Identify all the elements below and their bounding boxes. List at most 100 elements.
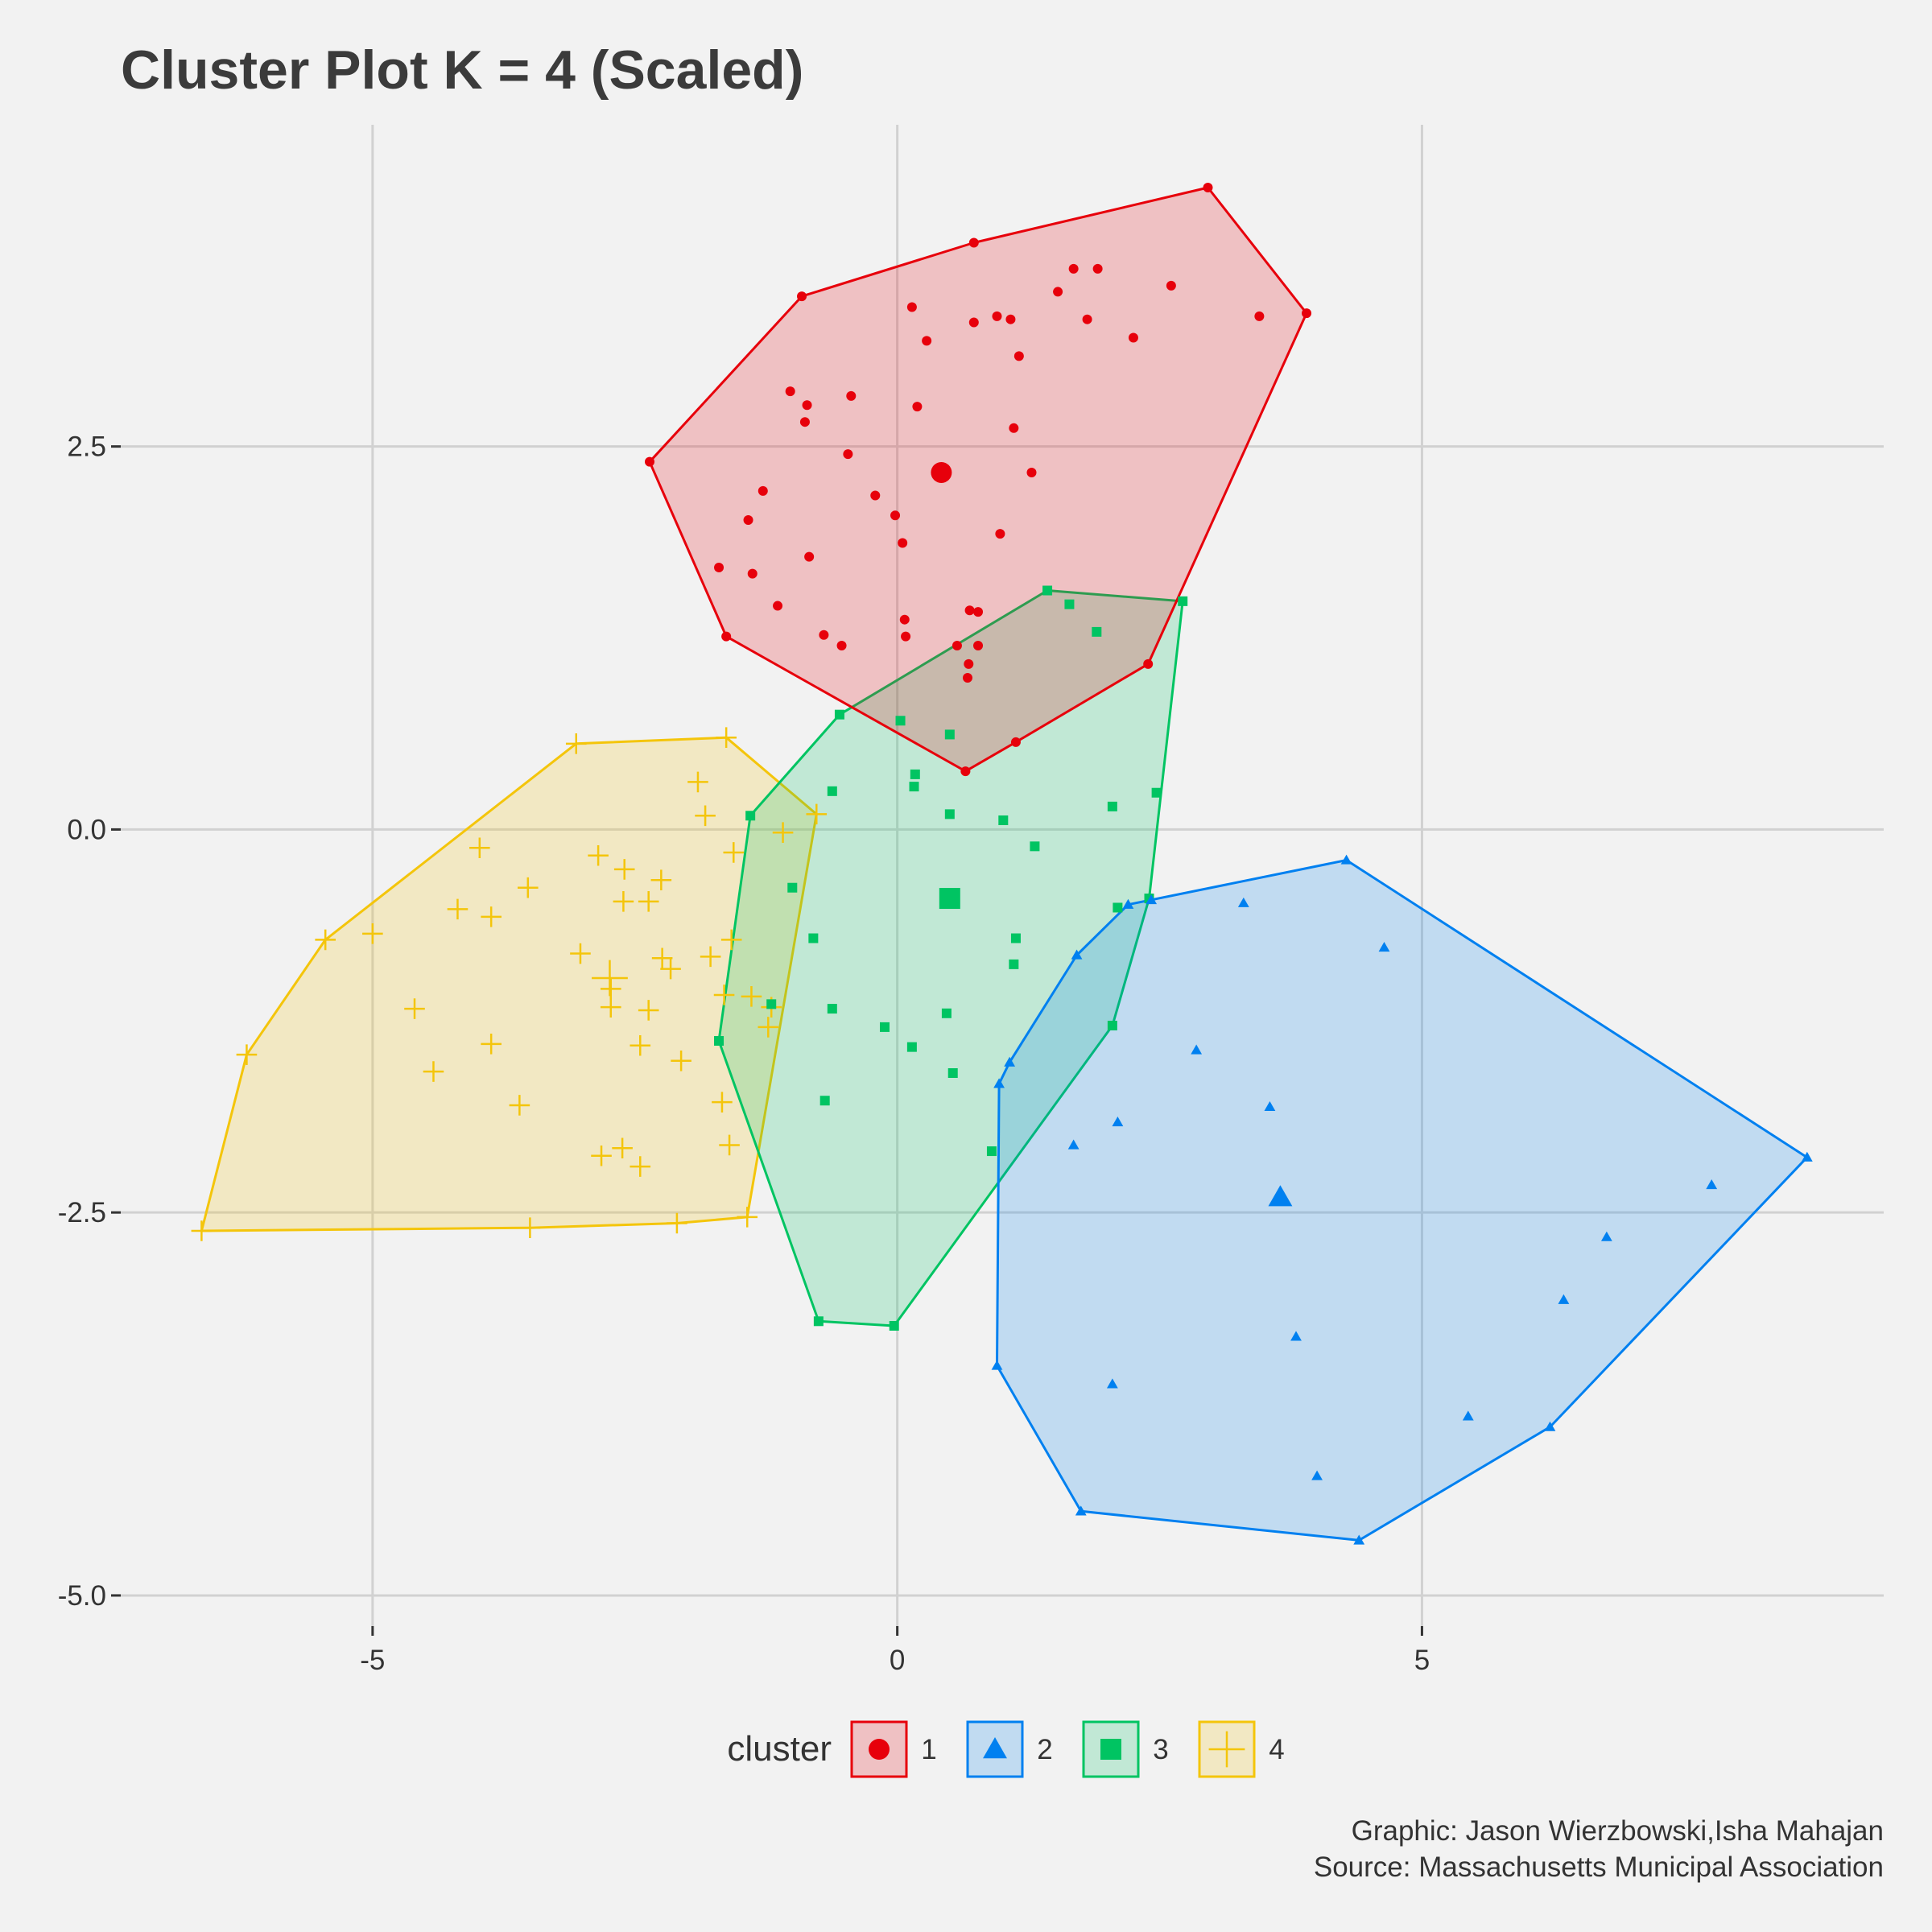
- data-point: [745, 811, 756, 821]
- data-point: [517, 877, 539, 898]
- data-point: [1146, 894, 1158, 905]
- data-point: [992, 311, 1002, 321]
- data-point: [846, 390, 857, 401]
- data-point: [1191, 1044, 1203, 1055]
- data-point: [741, 986, 762, 1007]
- data-point: [600, 997, 621, 1018]
- data-point: [785, 386, 795, 397]
- x-tick-label: 0: [890, 1645, 905, 1676]
- data-point: [612, 1137, 633, 1159]
- data-point: [600, 978, 621, 1000]
- data-point: [747, 568, 758, 579]
- data-point: [1053, 287, 1063, 297]
- data-point: [695, 805, 716, 827]
- data-point: [964, 658, 974, 669]
- data-point: [720, 929, 742, 951]
- data-point: [447, 898, 469, 920]
- data-point: [737, 1207, 758, 1228]
- data-point: [1264, 1100, 1276, 1112]
- data-point: [236, 1044, 258, 1065]
- data-point: [1064, 599, 1075, 609]
- data-point: [671, 1050, 691, 1071]
- data-point: [910, 769, 920, 779]
- data-point: [1082, 314, 1092, 324]
- data-point: [645, 456, 654, 467]
- y-tick-label: -2.5: [58, 1197, 106, 1228]
- legend-title: cluster: [727, 1729, 832, 1769]
- data-point: [315, 929, 336, 951]
- data-point: [991, 1360, 1003, 1370]
- legend-item-3: 3: [1082, 1720, 1169, 1778]
- grid-lines: [121, 125, 1884, 1626]
- data-point: [723, 842, 745, 863]
- data-point: [912, 402, 923, 412]
- data-point: [973, 641, 984, 651]
- legend-marker: [1208, 1731, 1245, 1768]
- data-point: [819, 1096, 830, 1106]
- data-point: [713, 985, 735, 1005]
- data-point: [1353, 1534, 1365, 1545]
- legend-label: 1: [921, 1734, 936, 1765]
- x-tick-label: -5: [360, 1645, 385, 1676]
- caption-source: Source: Massachusetts Municipal Associat…: [1313, 1852, 1884, 1883]
- data-point: [1004, 1056, 1016, 1067]
- data-point: [797, 291, 807, 302]
- data-point: [1092, 263, 1103, 274]
- cluster-3-hull: [717, 589, 1184, 1327]
- data-point: [819, 630, 829, 640]
- cluster-series: [191, 183, 1813, 1545]
- axes: -5 0 5 2.5 0.0 -2.5 -5.0: [58, 431, 1430, 1676]
- data-point: [986, 1146, 997, 1157]
- data-point: [899, 614, 910, 625]
- data-point: [519, 1217, 541, 1238]
- data-point: [993, 1078, 1005, 1088]
- data-point: [404, 998, 425, 1019]
- data-point: [1254, 311, 1265, 321]
- data-point: [1706, 1179, 1718, 1190]
- data-point: [362, 923, 383, 944]
- data-point: [898, 538, 908, 548]
- cluster-4-hull: [200, 736, 818, 1232]
- data-point: [1166, 280, 1176, 291]
- data-point: [721, 631, 732, 642]
- caption-graphic-credit: Graphic: Jason Wierzbowski,Isha Mahajan: [1351, 1815, 1884, 1847]
- data-point: [1009, 959, 1019, 969]
- data-point: [719, 1134, 740, 1156]
- data-point: [638, 891, 659, 912]
- data-point: [469, 837, 490, 859]
- cluster-2-centroid: [1268, 1185, 1293, 1207]
- data-point: [1092, 626, 1102, 637]
- cluster-1-hull: [648, 186, 1308, 773]
- data-point: [1801, 1151, 1813, 1162]
- data-point: [1009, 423, 1019, 433]
- cluster-2-points: [991, 854, 1813, 1545]
- cluster-4-points: [191, 727, 828, 1241]
- data-point: [947, 1067, 958, 1078]
- data-point: [650, 869, 672, 891]
- data-point: [802, 400, 812, 411]
- data-point: [922, 336, 932, 346]
- data-point: [714, 1036, 724, 1046]
- data-point: [889, 1321, 899, 1331]
- data-point: [1178, 596, 1188, 606]
- data-point: [509, 1095, 530, 1116]
- data-point: [758, 1017, 779, 1038]
- data-point: [712, 1092, 733, 1113]
- cluster-2-hull: [996, 859, 1809, 1542]
- data-point: [906, 1042, 917, 1052]
- data-point: [743, 514, 753, 525]
- legend-item-1: 1: [850, 1720, 937, 1778]
- data-point: [964, 605, 975, 616]
- x-tick-label: 5: [1414, 1645, 1430, 1676]
- data-point: [944, 729, 955, 740]
- legend-marker: [1100, 1739, 1121, 1760]
- data-point: [613, 891, 634, 912]
- data-point: [836, 641, 847, 651]
- data-point: [1005, 314, 1016, 324]
- data-point: [941, 1008, 952, 1018]
- data-point: [1600, 1231, 1612, 1241]
- legend-marker: [983, 1737, 1007, 1759]
- data-point: [638, 1000, 659, 1021]
- data-point: [1106, 1378, 1118, 1389]
